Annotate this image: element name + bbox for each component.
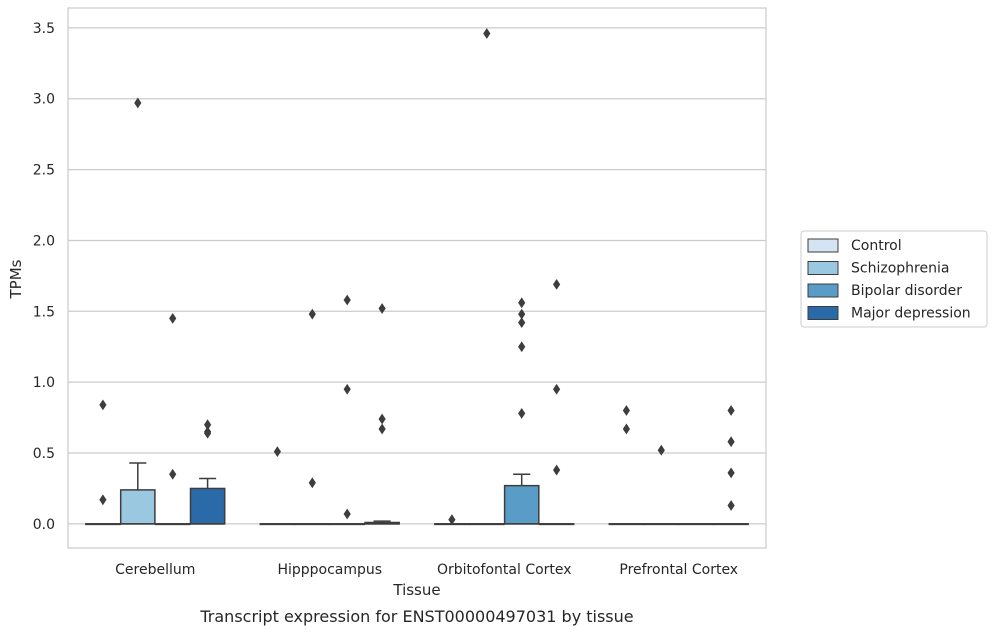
outlier-point bbox=[99, 399, 107, 411]
legend-label: Bipolar disorder bbox=[851, 283, 962, 299]
outlier-point bbox=[448, 514, 456, 526]
legend-swatch bbox=[807, 306, 839, 320]
box bbox=[189, 487, 226, 525]
outlier-point bbox=[518, 341, 526, 353]
outlier-point bbox=[204, 419, 212, 431]
x-axis-title: Tissue bbox=[392, 581, 440, 599]
outlier-point bbox=[622, 405, 630, 416]
y-tick-label: 3.5 bbox=[33, 21, 55, 37]
outlier-point bbox=[273, 446, 281, 458]
x-tick-label: Hipppocampus bbox=[277, 562, 382, 578]
box bbox=[503, 484, 540, 525]
legend: Control Schizophrenia Bipolar disorder Majo… bbox=[800, 230, 988, 328]
legend-swatch bbox=[807, 238, 839, 253]
outlier-point bbox=[378, 423, 386, 435]
outlier-point bbox=[169, 312, 177, 324]
outlier-point bbox=[518, 297, 526, 309]
legend-label: Control bbox=[851, 238, 902, 254]
outlier-point bbox=[518, 407, 526, 419]
outlier-point bbox=[727, 436, 735, 448]
outlier-point bbox=[727, 500, 735, 511]
x-tick-label: Orbitofontal Cortex bbox=[437, 562, 572, 578]
outlier-point bbox=[343, 383, 351, 395]
outlier-point bbox=[483, 28, 491, 39]
box-plot-area bbox=[85, 28, 749, 526]
outlier-point bbox=[657, 444, 665, 456]
y-tick-label: 2.5 bbox=[33, 163, 55, 179]
outlier-point bbox=[308, 477, 316, 489]
y-tick-label: 2.0 bbox=[33, 233, 55, 249]
outlier-point bbox=[169, 468, 177, 480]
legend-swatch bbox=[807, 261, 839, 275]
y-tick-label: 1.0 bbox=[33, 375, 55, 391]
legend-label: Major depression bbox=[851, 306, 971, 322]
outlier-point bbox=[378, 413, 386, 425]
x-axis-ticks: Cerebellum Hipppocampus Orbitofontal Corte… bbox=[115, 562, 738, 578]
y-tick-label: 0.0 bbox=[33, 517, 55, 533]
outlier-point bbox=[727, 405, 735, 416]
outlier-point bbox=[622, 423, 630, 435]
box bbox=[119, 489, 156, 525]
outlier-point bbox=[553, 383, 561, 395]
legend-frame bbox=[800, 230, 988, 328]
outlier-point bbox=[727, 467, 735, 479]
outlier-point bbox=[553, 278, 561, 290]
outlier-point bbox=[378, 303, 386, 314]
legend-swatch bbox=[807, 283, 839, 298]
y-tick-label: 0.5 bbox=[33, 446, 55, 462]
outlier-point bbox=[553, 464, 561, 476]
plot-frame bbox=[67, 7, 767, 549]
outlier-point bbox=[308, 308, 316, 320]
chart-caption: Transcript expression for ENST0000049703… bbox=[199, 607, 633, 626]
outlier-point bbox=[518, 308, 526, 320]
outlier-point bbox=[343, 508, 351, 520]
outlier-point bbox=[518, 317, 526, 329]
x-tick-label: Prefrontal Cortex bbox=[619, 562, 738, 578]
outlier-point bbox=[343, 294, 351, 306]
y-axis-ticks: 0.0 0.5 1.0 1.5 2.0 2.5 3.0 3.5 bbox=[33, 21, 55, 533]
x-tick-label: Cerebellum bbox=[115, 562, 195, 578]
y-axis-title: TPMs bbox=[7, 259, 25, 299]
outlier-point bbox=[99, 494, 107, 506]
grid-lines bbox=[68, 27, 766, 525]
y-tick-label: 1.5 bbox=[33, 304, 55, 320]
outlier-point bbox=[204, 427, 212, 439]
y-tick-label: 3.0 bbox=[33, 92, 55, 108]
outlier-point bbox=[134, 97, 142, 109]
legend-label: Schizophrenia bbox=[851, 261, 949, 277]
